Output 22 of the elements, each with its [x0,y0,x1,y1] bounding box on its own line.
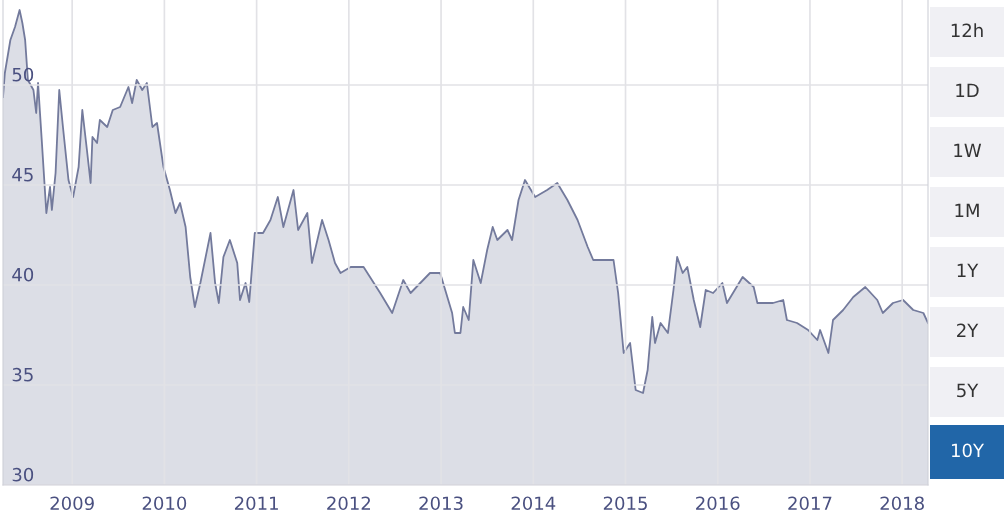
x-tick-label: 2013 [419,496,463,511]
x-tick-label: 2014 [511,496,556,511]
x-tick-label: 2015 [603,496,647,511]
text: 2Y [957,323,979,337]
text: 1D [956,83,979,97]
text: 10Y [951,443,985,458]
y-tick-label: 45 [12,168,33,182]
text: 1W [954,143,982,157]
text: 1M [955,203,979,217]
text: 12h [951,23,983,37]
text: 1Y [957,263,979,277]
x-tick-label: 2018 [880,496,924,511]
x-tick-label: 2016 [696,496,740,511]
x-tick-label: 2017 [788,496,832,511]
x-tick-label: 2012 [327,496,370,511]
x-tick-label: 2010 [142,496,187,511]
y-tick-label: 40 [12,267,34,282]
y-tick-label: 30 [12,467,34,482]
y-tick-label: 35 [12,367,33,382]
x-tick-label: 2009 [50,496,94,511]
text: 5Y [957,383,979,398]
x-tick-label: 2011 [234,496,278,511]
